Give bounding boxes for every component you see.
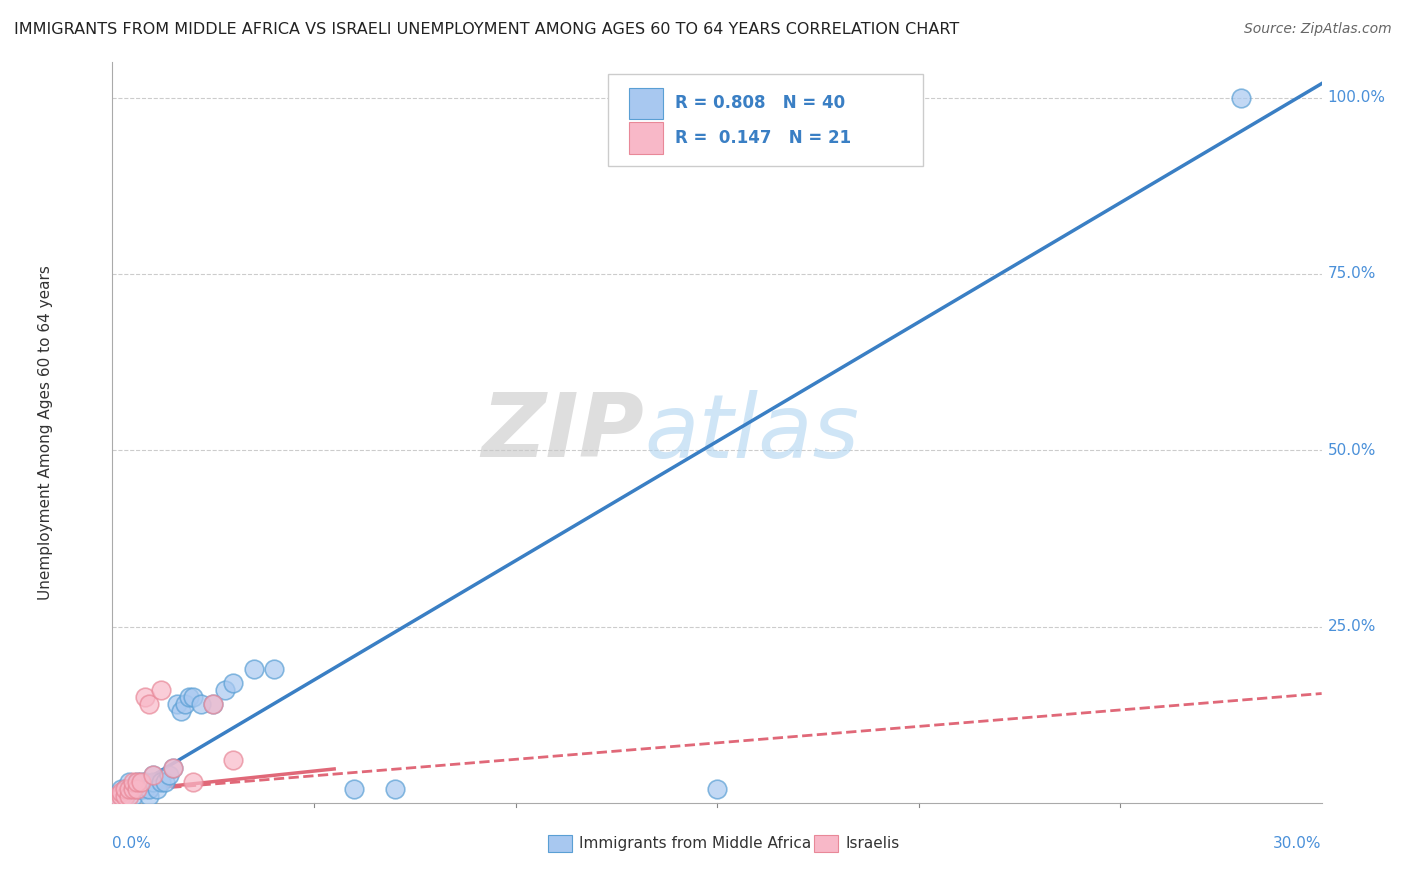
Point: [134, 774, 156, 789]
Point: [121, 789, 143, 803]
Text: atlas: atlas: [644, 390, 859, 475]
Text: 100.0%: 100.0%: [1327, 90, 1386, 105]
Point: [162, 760, 184, 774]
Point: [114, 789, 136, 803]
Point: [149, 774, 172, 789]
Text: R = 0.808   N = 40: R = 0.808 N = 40: [675, 95, 845, 112]
Point: [134, 690, 156, 704]
Text: Israelis: Israelis: [845, 836, 900, 851]
Point: [110, 789, 132, 803]
Point: [105, 792, 128, 806]
Text: 0.0%: 0.0%: [112, 836, 152, 851]
Point: [114, 781, 136, 796]
Point: [129, 781, 152, 796]
Point: [343, 781, 366, 796]
Point: [125, 774, 148, 789]
Point: [110, 781, 132, 796]
Point: [114, 789, 136, 803]
Text: ZIP: ZIP: [482, 389, 644, 476]
Point: [129, 774, 152, 789]
Point: [117, 774, 139, 789]
Point: [181, 690, 204, 704]
Point: [114, 781, 136, 796]
Text: Source: ZipAtlas.com: Source: ZipAtlas.com: [1244, 22, 1392, 37]
Point: [162, 760, 184, 774]
Point: [121, 781, 143, 796]
Point: [181, 774, 204, 789]
Point: [125, 774, 148, 789]
Point: [202, 697, 225, 711]
Point: [125, 781, 148, 796]
Point: [222, 676, 245, 690]
Point: [129, 774, 152, 789]
Point: [190, 697, 212, 711]
Point: [142, 767, 165, 781]
Point: [222, 754, 245, 768]
Text: Unemployment Among Ages 60 to 64 years: Unemployment Among Ages 60 to 64 years: [38, 265, 53, 600]
Point: [263, 662, 285, 676]
Point: [125, 781, 148, 796]
Text: R =  0.147   N = 21: R = 0.147 N = 21: [675, 129, 851, 147]
Text: 75.0%: 75.0%: [1327, 267, 1376, 282]
Point: [110, 785, 132, 799]
Point: [157, 767, 180, 781]
Point: [146, 781, 169, 796]
Point: [170, 704, 193, 718]
Bar: [814, 836, 838, 852]
Point: [138, 789, 160, 803]
Point: [121, 774, 143, 789]
Point: [142, 767, 165, 781]
Point: [105, 789, 128, 803]
Point: [138, 781, 160, 796]
Text: 50.0%: 50.0%: [1327, 442, 1376, 458]
Point: [105, 792, 128, 806]
Point: [117, 781, 139, 796]
Point: [134, 781, 156, 796]
Point: [166, 697, 188, 711]
Bar: [628, 122, 662, 153]
Point: [202, 697, 225, 711]
Point: [174, 697, 197, 711]
Point: [706, 781, 728, 796]
Point: [149, 683, 172, 698]
Point: [384, 781, 406, 796]
Point: [153, 774, 176, 789]
Text: Immigrants from Middle Africa: Immigrants from Middle Africa: [579, 836, 811, 851]
Text: 30.0%: 30.0%: [1274, 836, 1322, 851]
Bar: [628, 87, 662, 119]
Bar: [548, 836, 572, 852]
Point: [1230, 91, 1253, 105]
Point: [121, 781, 143, 796]
Point: [117, 789, 139, 803]
Point: [242, 662, 264, 676]
Point: [214, 683, 236, 698]
Text: IMMIGRANTS FROM MIDDLE AFRICA VS ISRAELI UNEMPLOYMENT AMONG AGES 60 TO 64 YEARS : IMMIGRANTS FROM MIDDLE AFRICA VS ISRAELI…: [14, 22, 959, 37]
Point: [142, 774, 165, 789]
Point: [105, 789, 128, 803]
Point: [117, 781, 139, 796]
Point: [138, 697, 160, 711]
FancyBboxPatch shape: [609, 73, 922, 166]
Text: 25.0%: 25.0%: [1327, 619, 1376, 634]
Point: [177, 690, 200, 704]
Point: [110, 789, 132, 803]
